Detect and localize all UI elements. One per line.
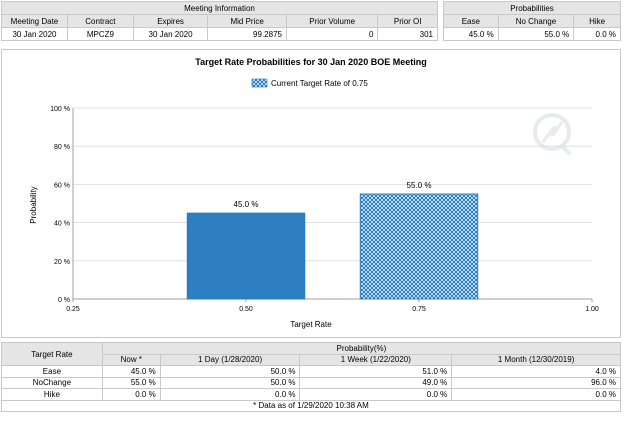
meeting-info-title: Meeting Information — [1, 1, 438, 15]
cell-value: 50.0 % — [159, 365, 301, 378]
cell-value: 4.0 % — [451, 365, 621, 378]
y-tick-label: 60 % — [54, 182, 70, 189]
contract-header: Contract — [66, 14, 134, 28]
x-tick-label: 0.50 — [239, 306, 253, 313]
x-axis-label: Target Rate — [290, 320, 332, 329]
probability-group-header: Probability(%) — [101, 342, 622, 355]
bar — [186, 212, 306, 300]
now-header: Now * — [101, 353, 161, 366]
cell-value: 0.0 % — [159, 388, 301, 401]
grid-lines — [73, 107, 592, 300]
one-month-header: 1 Month (12/30/2019) — [451, 353, 621, 366]
ease-header: Ease — [443, 14, 499, 28]
y-axis-label: Probability — [29, 186, 38, 223]
footnote: * Data as of 1/29/2020 10:38 AM — [1, 399, 621, 412]
bars: 45.0 % 55.0 % — [186, 181, 479, 300]
row-label-hike: Hike — [1, 388, 103, 401]
x-tick-label: 0.25 — [66, 306, 80, 313]
y-tick-label: 80 % — [54, 144, 70, 151]
watermark-logo-icon — [533, 113, 572, 156]
cell-value: 51.0 % — [299, 365, 453, 378]
probability-chart: Target Rate Probabilities for 30 Jan 202… — [29, 57, 599, 329]
prior-volume-header: Prior Volume — [285, 14, 379, 28]
target-rate-header: Target Rate — [1, 342, 103, 366]
table-row: Ease 45.0 % 50.0 % 51.0 % 4.0 % — [1, 365, 621, 378]
no-change-header: No Change — [497, 14, 575, 28]
row-label-ease: Ease — [1, 365, 103, 378]
cell-value: 45.0 % — [101, 365, 161, 378]
cell-value: 96.0 % — [451, 376, 621, 389]
table-row: NoChange 55.0 % 50.0 % 49.0 % 96.0 % — [1, 376, 621, 389]
y-tick-label: 40 % — [54, 221, 70, 228]
prior-oi-value: 301 — [377, 27, 438, 41]
one-week-header: 1 Week (1/22/2020) — [299, 353, 453, 366]
cell-value: 50.0 % — [159, 376, 301, 389]
hike-value: 0.0 % — [573, 27, 621, 41]
y-tick-label: 0 % — [58, 297, 70, 304]
one-day-header: 1 Day (1/28/2020) — [159, 353, 301, 366]
row-label-nochange: NoChange — [1, 376, 103, 389]
cell-value: 49.0 % — [299, 376, 453, 389]
chart-panel: Target Rate Probabilities for 30 Jan 202… — [1, 49, 621, 338]
legend-label: Current Target Rate of 0.75 — [271, 79, 368, 88]
table-row: Hike 0.0 % 0.0 % 0.0 % 0.0 % — [1, 388, 621, 401]
cell-value: 55.0 % — [101, 376, 161, 389]
meeting-info-table: Meeting Information Meeting Date Contrac… — [1, 1, 438, 41]
bar — [359, 193, 479, 300]
prior-volume-value: 0 — [285, 27, 379, 41]
ease-value: 45.0 % — [443, 27, 499, 41]
bar-data-label: 45.0 % — [234, 200, 259, 209]
meeting-date-header: Meeting Date — [1, 14, 68, 28]
probabilities-table: Probabilities Ease No Change Hike 45.0 %… — [443, 1, 621, 41]
meeting-date-value: 30 Jan 2020 — [1, 27, 68, 41]
x-tick-label: 1.00 — [585, 306, 599, 313]
chart-title: Target Rate Probabilities for 30 Jan 202… — [195, 57, 426, 67]
y-tick-label: 20 % — [54, 259, 70, 266]
bar-data-label: 55.0 % — [407, 181, 432, 190]
probability-history-table: Target Rate Probability(%) Now * 1 Day (… — [1, 342, 622, 412]
probabilities-title: Probabilities — [443, 1, 621, 15]
expires-value: 30 Jan 2020 — [132, 27, 209, 41]
mid-price-value: 99.2875 — [207, 27, 287, 41]
axes: 0 % 20 % 40 % 60 % 80 % 100 % 0.25 0.50 0.75 1.00 — [50, 106, 599, 313]
x-tick-label: 0.75 — [412, 306, 426, 313]
cell-value: 0.0 % — [451, 388, 621, 401]
mid-price-header: Mid Price — [207, 14, 287, 28]
y-tick-label: 100 % — [50, 106, 70, 113]
no-change-value: 55.0 % — [497, 27, 575, 41]
legend-swatch — [251, 78, 268, 88]
cell-value: 0.0 % — [101, 388, 161, 401]
cell-value: 0.0 % — [299, 388, 453, 401]
contract-value: MPCZ9 — [66, 27, 134, 41]
hike-header: Hike — [573, 14, 621, 28]
expires-header: Expires — [132, 14, 209, 28]
prior-oi-header: Prior OI — [377, 14, 438, 28]
